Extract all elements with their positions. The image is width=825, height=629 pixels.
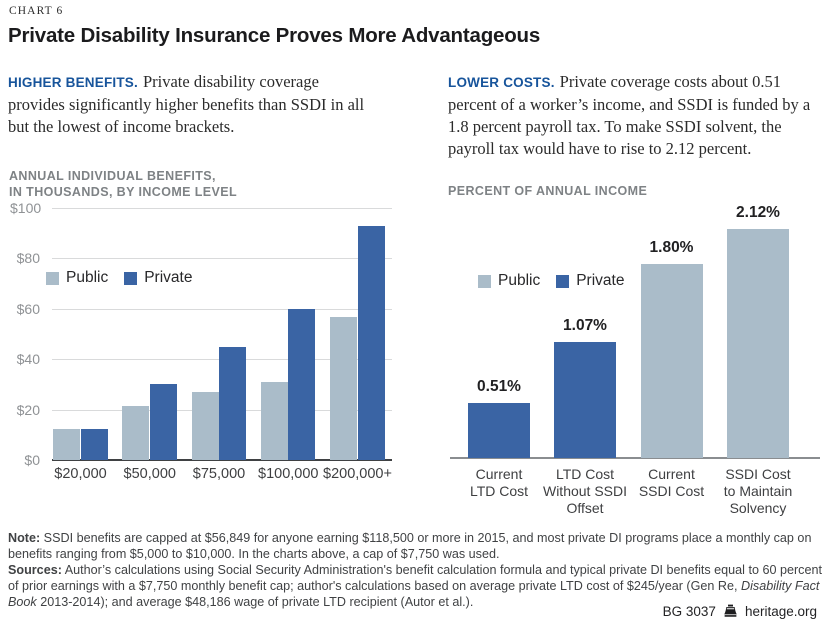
x-category-label: Current LTD Cost <box>469 466 529 499</box>
legend-swatch-private <box>124 271 138 285</box>
page-title: Private Disability Insurance Proves More… <box>8 24 541 47</box>
gridline <box>52 308 392 310</box>
legend-label-public: Public <box>66 269 109 286</box>
bar-private-2 <box>149 384 177 460</box>
y-tick-label: $100 <box>10 200 42 216</box>
intro-lower-costs-lead: LOWER COSTS. <box>448 75 555 90</box>
benefits-chart-title: ANNUAL INDIVIDUAL BENEFITS, IN THOUSANDS… <box>9 169 238 199</box>
x-category-label: $20,000 <box>54 466 107 482</box>
y-tick-label: $0 <box>24 452 40 468</box>
costs-bar-chart: 0.51% Current LTD Cost 1.07% LTD Cost Witho… <box>448 200 822 520</box>
bar-private-2 <box>554 342 616 458</box>
chart-notes: Note: SSDI benefits are capped at $56,84… <box>8 531 822 611</box>
x-category-label: $200,000+ <box>323 466 392 482</box>
x-axis-line <box>52 459 392 461</box>
bar-private-5 <box>357 225 385 460</box>
bar-private-1 <box>468 402 530 458</box>
costs-chart-title: PERCENT OF ANNUAL INCOME <box>448 184 648 198</box>
document-id: BG 3037 <box>662 604 716 619</box>
intro-higher-benefits: HIGHER BENEFITS. Private disability cover… <box>8 71 368 138</box>
y-tick-label: $40 <box>16 351 40 368</box>
bar-value-label: 2.12% <box>736 204 780 222</box>
x-category-label: $50,000 <box>123 466 176 482</box>
bar-public-5 <box>330 316 357 460</box>
x-category-label: SSDI Cost to Maintain Solvency <box>723 466 793 516</box>
bar-public-4 <box>260 382 288 460</box>
chart-legend: Public Private <box>46 269 208 287</box>
bar-value-label: 0.51% <box>477 377 521 395</box>
bar-value-label: 1.80% <box>649 238 694 256</box>
x-category-label: $100,000 <box>258 466 319 482</box>
bar-public-3 <box>640 263 703 458</box>
bar-public-3 <box>191 391 219 460</box>
sources-paragraph: Sources: Author’s calculations using Soc… <box>8 562 822 609</box>
y-tick-label: $60 <box>16 300 40 317</box>
legend-swatch-public <box>478 274 491 288</box>
y-tick-label: $20 <box>16 401 40 418</box>
bar-private-4 <box>288 308 316 460</box>
legend-label-private: Private <box>144 269 193 286</box>
intro-higher-benefits-lead: HIGHER BENEFITS. <box>8 75 138 90</box>
legend-swatch-private <box>556 274 570 288</box>
legend-swatch-public <box>46 271 59 285</box>
chart-footer: BG 3037 heritage.org <box>663 604 817 619</box>
bar-value-label: 1.07% <box>563 317 607 335</box>
site-url: heritage.org <box>744 604 817 619</box>
chart-kicker: CHART 6 <box>9 5 64 17</box>
chart-legend: Public Private <box>478 272 640 290</box>
y-tick-label: $80 <box>16 250 40 267</box>
bar-private-3 <box>219 346 246 460</box>
x-axis-line <box>450 457 820 459</box>
heritage-bell-icon <box>724 604 737 617</box>
benefits-bar-chart: $0 $20 $40 $60 $80 $100 $20,000 $50,000 $75,000 $… <box>10 200 394 488</box>
bar-public-1 <box>53 429 80 460</box>
intro-higher-benefits-text: Private disability coverage provides sig… <box>8 72 365 136</box>
bar-public-4 <box>727 229 789 458</box>
legend-label-public: Public <box>498 272 541 289</box>
x-category-label: Current SSDI Cost <box>638 466 705 499</box>
x-category-label: $75,000 <box>192 466 246 482</box>
bar-public-2 <box>122 406 150 460</box>
bar-private-1 <box>80 429 108 460</box>
intro-lower-costs: LOWER COSTS. Private coverage costs about… <box>448 71 824 160</box>
note-paragraph: Note: SSDI benefits are capped at $56,84… <box>8 531 812 561</box>
legend-label-private: Private <box>576 272 625 289</box>
x-category-label: LTD Cost Without SSDI Offset <box>542 466 628 516</box>
intro-lower-costs-text: Private coverage costs about 0.51 percen… <box>448 72 811 158</box>
gridline <box>52 208 392 209</box>
gridline <box>52 258 392 260</box>
